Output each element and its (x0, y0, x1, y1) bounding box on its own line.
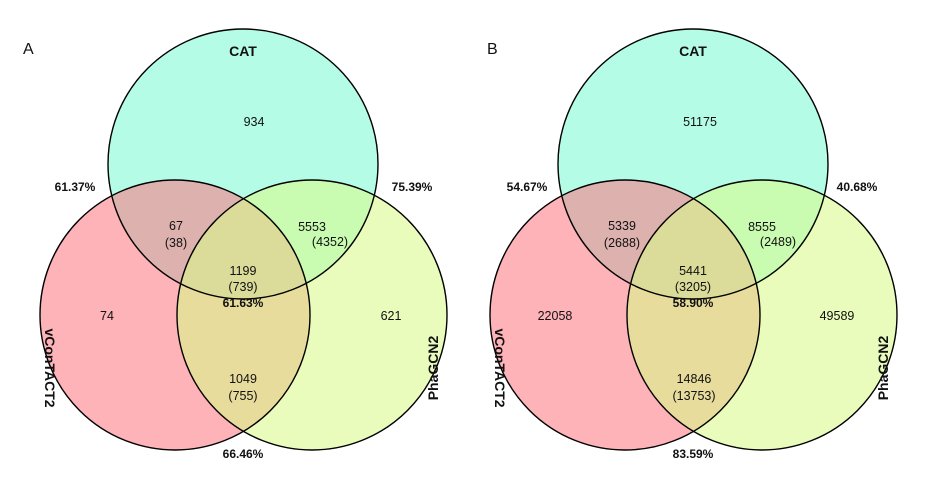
panel-a-phagcn2-title: PhaGCN2 (425, 336, 441, 401)
panel-b-cat-vcontact2-sub: (2688) (604, 236, 640, 250)
panel-a-vcontact2-outline (39, 179, 311, 451)
panel-b-cat-vcontact2-count: 5339 (608, 219, 636, 233)
panel-b-cat-phagcn2-sub: (2489) (760, 235, 796, 249)
panel-a-vcontact2-phagcn2-count: 1049 (229, 372, 257, 386)
panel-b-vcontact2-phagcn2-sub: (13753) (672, 389, 715, 403)
panel-b-label: B (487, 41, 498, 58)
panel-b-phagcn2-title: PhaGCN2 (875, 336, 891, 401)
panel-b-vcontact2-phagcn2-count: 14846 (677, 372, 712, 386)
panel-a-phagcn2-outline (176, 179, 448, 451)
panel-b-vcontact2-title: vConTACT2 (492, 328, 508, 407)
panel-a-vcontact2-phagcn2-sub: (755) (228, 389, 257, 403)
panel-a-all-three-count: 1199 (230, 264, 257, 278)
panel-a-pct-vcontact2-phagcn2: 66.46% (223, 447, 264, 461)
panel-a-cat-phagcn2-sub: (4352) (312, 235, 348, 249)
panel-b-all-three-count: 5441 (679, 264, 707, 278)
panel-a-cat-phagcn2-count: 5553 (298, 220, 326, 234)
panel-a-circles (39, 28, 448, 451)
panel-b-vcontact2-only: 22058 (538, 309, 573, 323)
panel-b-vcontact2-outline (489, 179, 761, 451)
panel-b-cat-only: 51175 (683, 115, 717, 129)
panel-a-vcontact2-only: 74 (100, 309, 114, 323)
panel-a-pct-cat-phagcn2: 75.39% (392, 180, 433, 194)
panel-a-all-three-pct: 61.63% (223, 296, 264, 310)
panel-a-cat-vcontact2-sub: (38) (165, 236, 187, 250)
panel-b-pct-cat-vcontact2: 54.67% (507, 180, 548, 194)
panel-b-cat-phagcn2-count: 8555 (748, 220, 776, 234)
panel-a-cat-only: 934 (244, 115, 265, 129)
panel-b-phagcn2-circle (627, 180, 897, 450)
panel-a-cat-vcontact2-count: 67 (169, 219, 183, 233)
panel-a-vcontact2-title: vConTACT2 (42, 328, 58, 407)
panel-b-phagcn2-outline (626, 179, 898, 451)
panel-b-circles (489, 28, 898, 451)
panel-a: A CAT vConTACT2 PhaGCN2 934 74 621 67 (3… (23, 28, 448, 461)
panel-a-pct-cat-vcontact2: 61.37% (55, 180, 96, 194)
panel-b-pct-vcontact2-phagcn2: 83.59% (673, 447, 714, 461)
panel-b: B CAT vConTACT2 PhaGCN2 51175 22058 4958… (487, 28, 898, 461)
panel-a-phagcn2-only: 621 (381, 309, 402, 323)
panel-a-label: A (23, 41, 34, 58)
panel-b-all-three-sub: (3205) (675, 280, 711, 294)
panel-b-cat-outline (557, 28, 829, 300)
panel-b-cat-title: CAT (679, 43, 707, 59)
panel-a-all-three-sub: (739) (228, 280, 257, 294)
panel-a-cat-outline (107, 28, 379, 300)
panel-a-phagcn2-circle (177, 180, 447, 450)
panel-b-phagcn2-only: 49589 (820, 309, 855, 323)
panel-a-cat-title: CAT (229, 43, 257, 59)
panel-b-pct-cat-phagcn2: 40.68% (837, 180, 878, 194)
panel-b-all-three-pct: 58.90% (673, 296, 714, 310)
